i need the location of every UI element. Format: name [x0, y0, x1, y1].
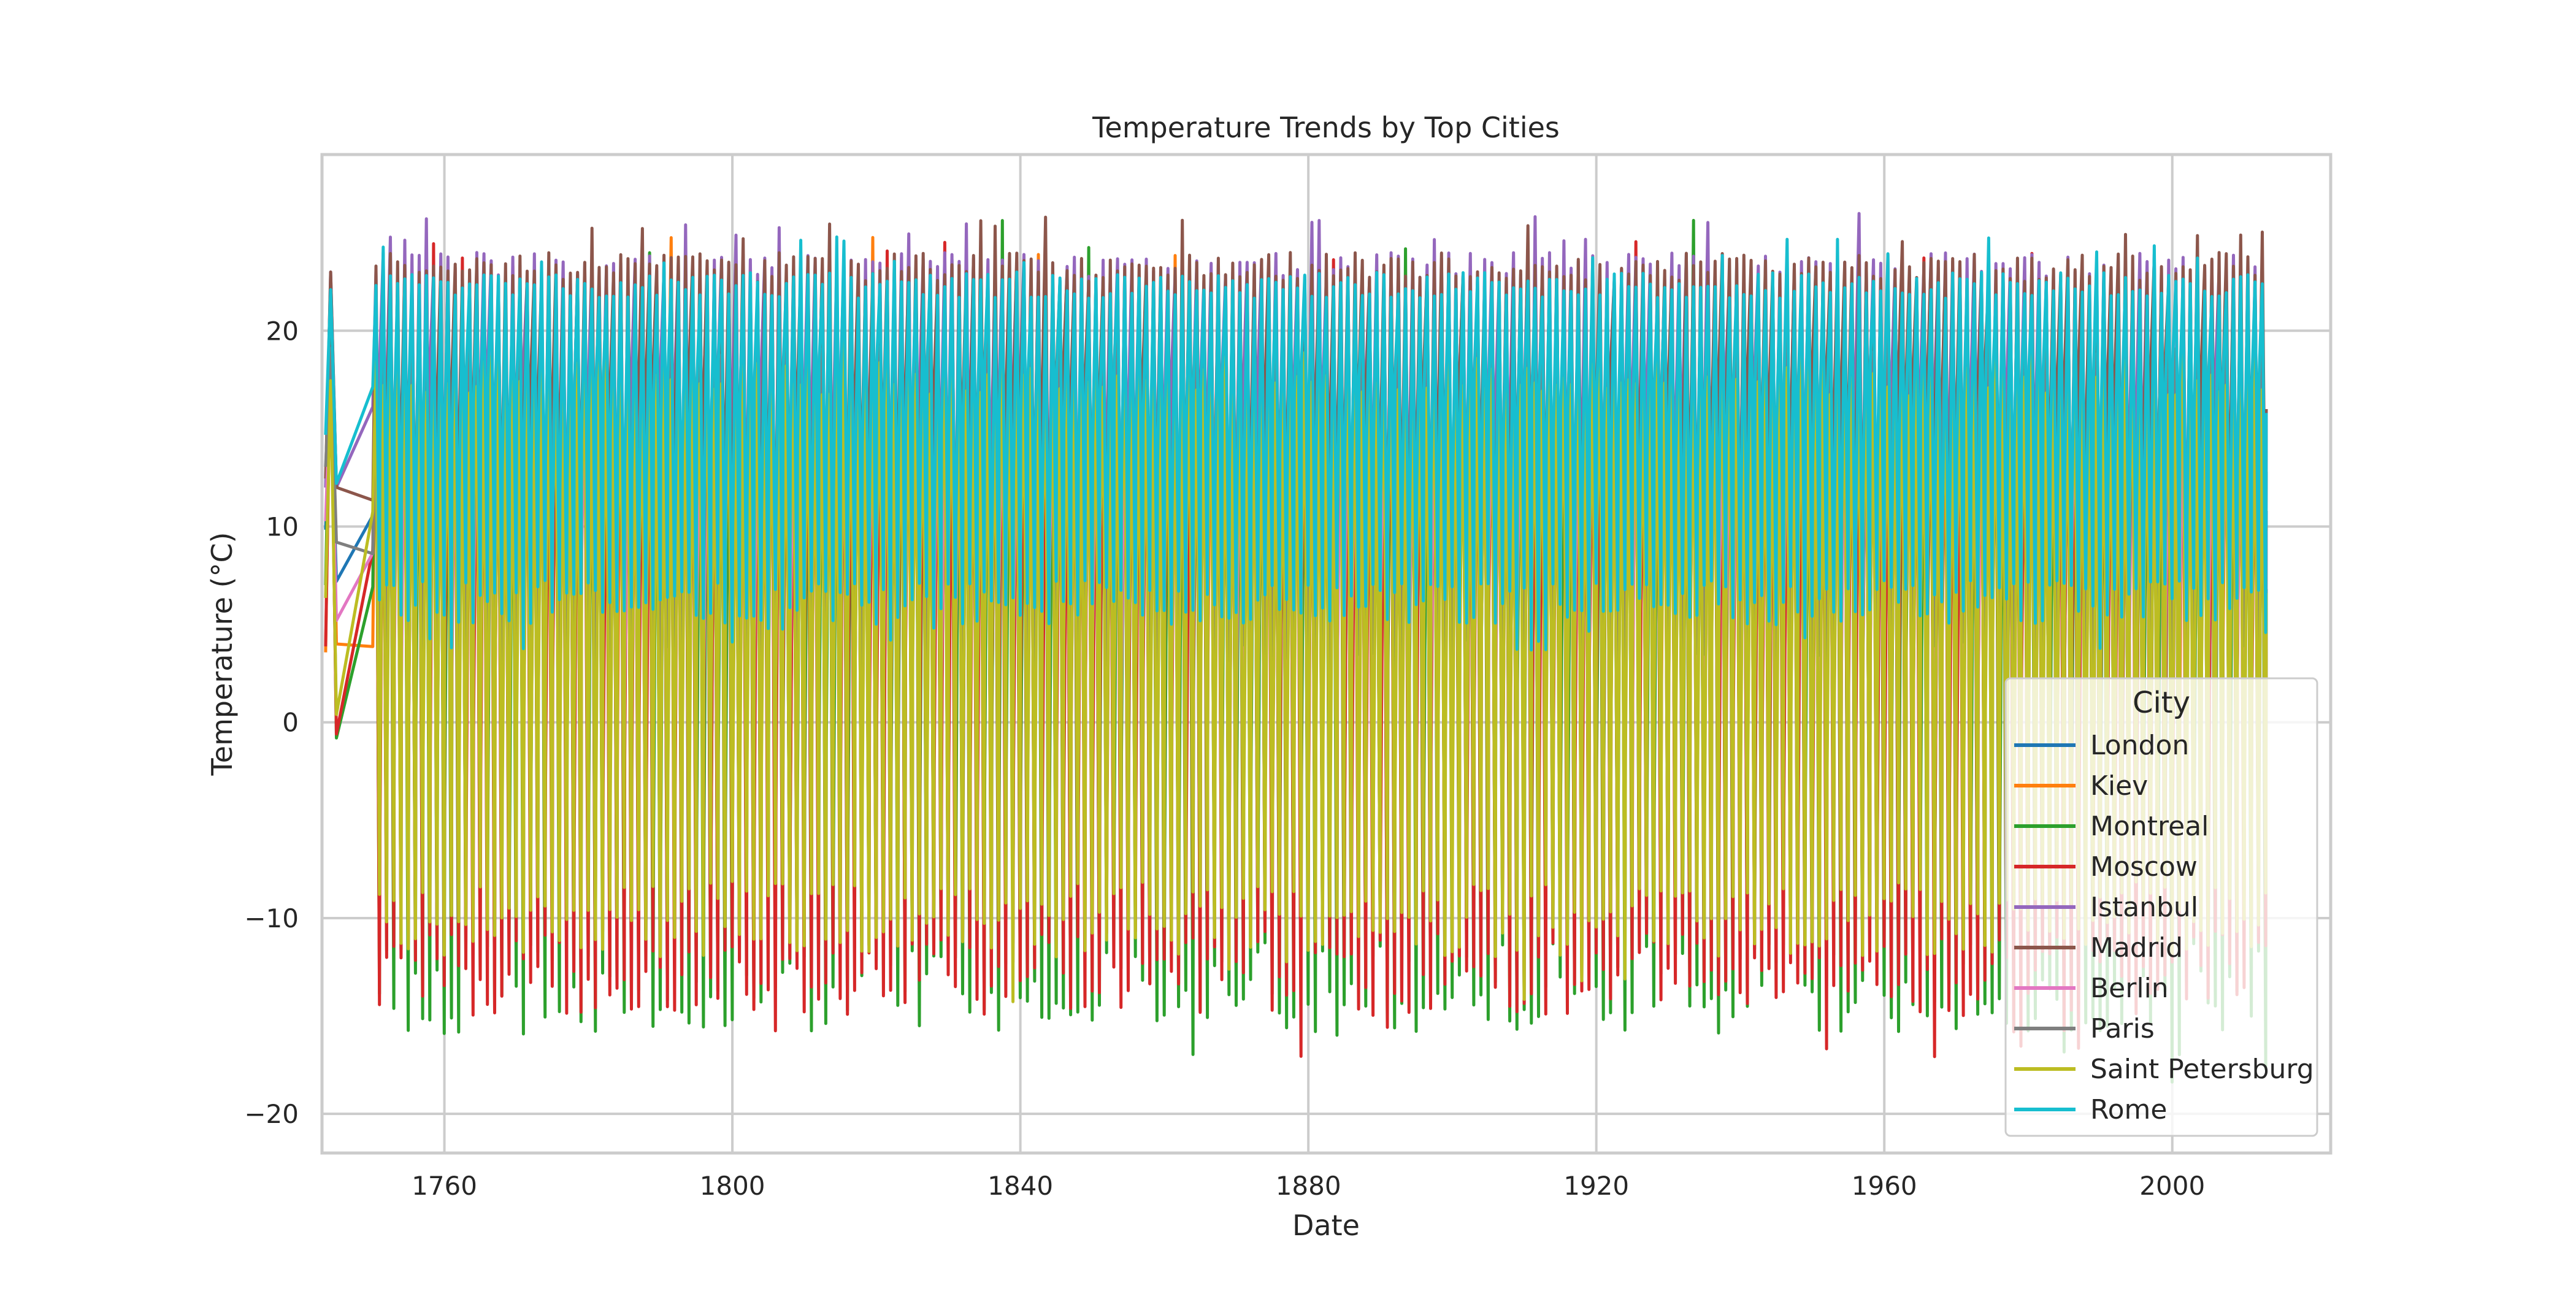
y-tick-label: 20	[266, 316, 299, 346]
x-tick-label: 1960	[1852, 1171, 1917, 1201]
y-axis-label: Temperature (°C)	[205, 532, 239, 776]
x-tick-label: 1920	[1563, 1171, 1629, 1201]
legend-label: Kiev	[2090, 770, 2148, 802]
legend-label: Rome	[2090, 1094, 2167, 1125]
legend-items: London Kiev Montreal Moscow Istanbul Madrid Be…	[2014, 730, 2314, 1125]
legend-label: Saint Petersburg	[2090, 1054, 2314, 1085]
chart-title: Temperature Trends by Top Cities	[1092, 111, 1560, 144]
x-tick-label: 1800	[700, 1171, 765, 1201]
legend-title: City	[2133, 686, 2190, 720]
legend-box	[2004, 677, 2318, 1137]
legend-label: Istanbul	[2090, 892, 2198, 923]
legend-label: Montreal	[2090, 811, 2209, 842]
legend-label: Madrid	[2090, 932, 2183, 963]
legend-label: Moscow	[2090, 851, 2198, 883]
legend-label: Paris	[2090, 1013, 2155, 1044]
x-tick-label: 2000	[2139, 1171, 2205, 1201]
x-axis-ticks: 1760 1800 1840 1880 1920 1960 2000	[412, 1171, 2205, 1201]
y-tick-label: −10	[244, 903, 299, 933]
legend-label: London	[2090, 730, 2189, 761]
x-tick-label: 1840	[987, 1171, 1053, 1201]
x-tick-label: 1760	[412, 1171, 477, 1201]
x-axis-label: Date	[1292, 1209, 1360, 1242]
x-tick-label: 1880	[1276, 1171, 1341, 1201]
y-tick-label: −20	[244, 1099, 299, 1129]
legend-label: Berlin	[2090, 973, 2169, 1004]
y-tick-label: 0	[282, 708, 299, 738]
legend: City London Kiev Montreal Moscow Istanbul Mad…	[2004, 677, 2318, 1137]
series-line-rome	[324, 235, 2268, 652]
series-line-saint-petersburg	[324, 288, 2268, 1003]
plot-frame	[320, 153, 2333, 1155]
series-lines	[324, 212, 2268, 1084]
y-axis-ticks: −20 −10 0 10 20	[244, 316, 299, 1129]
y-tick-label: 10	[266, 512, 299, 542]
